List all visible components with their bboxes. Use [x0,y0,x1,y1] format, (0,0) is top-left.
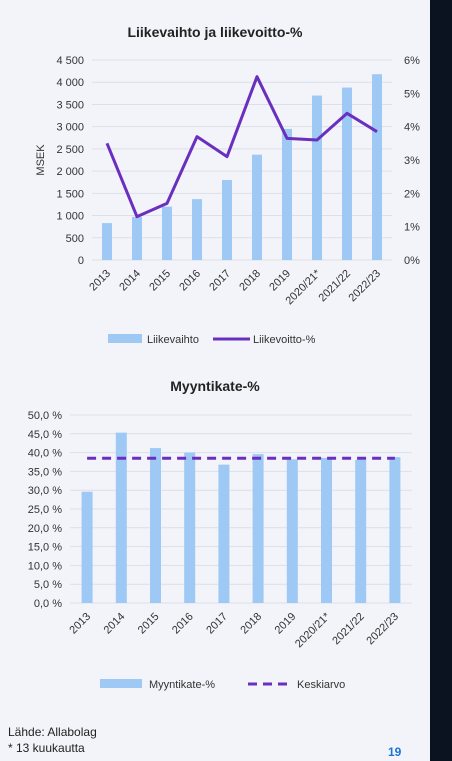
bar-liikevaihto [162,206,172,260]
y-tick-label: 500 [66,233,84,245]
y-tick-label: 2 500 [56,144,84,156]
y2-tick-label: 4% [404,122,420,134]
y-tick-label: 1 500 [56,188,84,200]
y-tick-label: 35,0 % [28,466,62,478]
y-tick-label: 4 000 [56,77,84,89]
bar-myyntikate [321,457,332,603]
y-tick-label: 1 000 [56,211,84,223]
x-tick-label: 2021/22 [330,611,367,648]
chart-title: Liikevaihto ja liikevoitto-% [127,24,303,40]
y-tick-label: 2 000 [56,166,84,178]
y2-tick-label: 5% [404,88,420,100]
x-tick-label: 2019 [273,611,299,637]
y-tick-label: 0 [78,255,84,267]
y-tick-label: 20,0 % [28,523,62,535]
legend-swatch-bar [108,334,142,343]
y-tick-label: 40,0 % [28,448,62,460]
y2-tick-label: 0% [404,255,420,267]
x-tick-label: 2017 [204,611,230,637]
y-tick-label: 15,0 % [28,542,62,554]
y-tick-label: 30,0 % [28,485,62,497]
x-tick-label: 2018 [238,611,264,637]
bar-liikevaihto [372,74,382,260]
x-tick-label: 2014 [117,268,143,294]
y2-tick-label: 6% [404,55,420,67]
bar-liikevaihto [252,154,262,260]
y-tick-label: 50,0 % [28,410,62,422]
legend-label-keskiarvo: Keskiarvo [297,679,345,691]
x-tick-label: 2022/23 [347,268,384,305]
x-tick-label: 2015 [136,611,162,637]
bar-myyntikate [252,454,264,603]
y-axis-label: MSEK [35,144,47,176]
line-liikevoitto [105,75,378,219]
x-tick-label: 2020/21* [293,610,333,650]
x-tick-label: 2019 [267,268,293,294]
bar-myyntikate [184,452,196,603]
gross-margin-chart: Myyntikate-% 0,0 % 5,0 % 10,0 % 15,0 % 20,0 %… [28,378,412,691]
bar-liikevaihto [132,216,142,260]
bar-myyntikate [286,459,298,603]
y2-tick-label: 2% [404,188,420,200]
y-tick-label: 3 500 [56,99,84,111]
x-tick-label: 2013 [67,611,93,637]
y-tick-label: 4 500 [56,55,84,67]
x-tick-label: 2014 [102,611,128,637]
bar-myyntikate [150,448,161,603]
revenue-profit-chart: Liikevaihto ja liikevoitto-% 0 500 1 000 1 5… [35,24,420,346]
x-tick-label: 2016 [177,268,203,294]
legend-label-myyntikate: Myyntikate-% [149,679,215,691]
y-tick-label: 45,0 % [28,429,62,441]
x-tick-label: 2017 [207,268,233,294]
x-tick-label: 2018 [237,268,263,294]
bar-myyntikate [389,457,401,603]
bar-liikevaihto [192,199,202,260]
bar-myyntikate [81,491,93,603]
x-tick-label: 2016 [170,611,196,637]
y-tick-label: 0,0 % [34,598,62,610]
bar-liikevaihto [282,128,292,260]
bar-myyntikate [355,459,367,603]
y2-tick-label: 3% [404,155,420,167]
y-tick-label: 3 000 [56,122,84,134]
x-tick-label: 2021/22 [317,268,354,305]
y-tick-label: 25,0 % [28,504,62,516]
chart-title: Myyntikate-% [170,378,260,394]
page-number: 19 [388,745,402,759]
y2-tick-label: 1% [404,222,420,234]
source-note: Lähde: Allabolag [8,725,97,739]
y-tick-label: 10,0 % [28,560,62,572]
footnote: * 13 kuukautta [8,741,85,755]
bar-liikevaihto [342,87,352,260]
legend-label-liikevoitto: Liikevoitto-% [253,334,316,346]
x-tick-label: 2022/23 [364,611,401,648]
legend-swatch-bar [100,679,142,688]
bar-liikevaihto [102,223,112,260]
x-tick-label: 2013 [87,268,113,294]
bar-liikevaihto [222,180,232,260]
right-edge-bar [430,0,452,761]
bar-myyntikate [115,432,127,603]
y-tick-label: 5,0 % [34,579,62,591]
x-tick-label: 2015 [147,268,173,294]
bar-myyntikate [218,464,230,603]
bar-liikevaihto [312,95,322,260]
legend-label-liikevaihto: Liikevaihto [147,334,199,346]
